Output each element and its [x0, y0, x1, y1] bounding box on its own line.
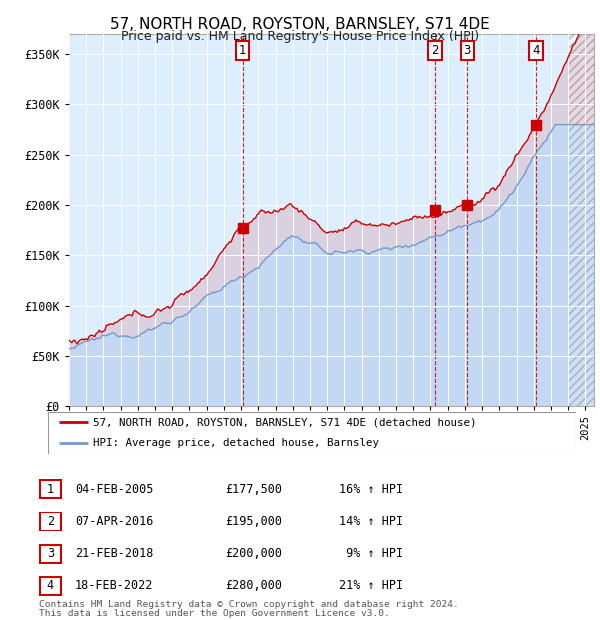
Text: 21% ↑ HPI: 21% ↑ HPI	[339, 580, 403, 592]
FancyBboxPatch shape	[40, 480, 61, 498]
Text: £280,000: £280,000	[225, 580, 282, 592]
Text: 16% ↑ HPI: 16% ↑ HPI	[339, 483, 403, 495]
Text: 3: 3	[47, 547, 54, 560]
Text: 9% ↑ HPI: 9% ↑ HPI	[339, 547, 403, 560]
Text: 3: 3	[463, 45, 471, 57]
Text: 07-APR-2016: 07-APR-2016	[75, 515, 154, 528]
FancyBboxPatch shape	[40, 512, 61, 531]
FancyBboxPatch shape	[40, 577, 61, 595]
Text: 1: 1	[47, 483, 54, 495]
FancyBboxPatch shape	[40, 544, 61, 563]
Text: 04-FEB-2005: 04-FEB-2005	[75, 483, 154, 495]
FancyBboxPatch shape	[48, 412, 576, 454]
Text: 18-FEB-2022: 18-FEB-2022	[75, 580, 154, 592]
Text: 2: 2	[431, 45, 439, 57]
Text: 2: 2	[47, 515, 54, 528]
Text: 57, NORTH ROAD, ROYSTON, BARNSLEY, S71 4DE (detached house): 57, NORTH ROAD, ROYSTON, BARNSLEY, S71 4…	[93, 417, 476, 427]
Text: HPI: Average price, detached house, Barnsley: HPI: Average price, detached house, Barn…	[93, 438, 379, 448]
Text: 57, NORTH ROAD, ROYSTON, BARNSLEY, S71 4DE: 57, NORTH ROAD, ROYSTON, BARNSLEY, S71 4…	[110, 17, 490, 32]
Text: Price paid vs. HM Land Registry's House Price Index (HPI): Price paid vs. HM Land Registry's House …	[121, 30, 479, 43]
Text: 14% ↑ HPI: 14% ↑ HPI	[339, 515, 403, 528]
Text: 1: 1	[239, 45, 246, 57]
Text: Contains HM Land Registry data © Crown copyright and database right 2024.: Contains HM Land Registry data © Crown c…	[39, 600, 459, 609]
Text: £177,500: £177,500	[225, 483, 282, 495]
Text: This data is licensed under the Open Government Licence v3.0.: This data is licensed under the Open Gov…	[39, 609, 390, 618]
Text: 4: 4	[532, 45, 539, 57]
Text: £200,000: £200,000	[225, 547, 282, 560]
Text: 4: 4	[47, 580, 54, 592]
Text: £195,000: £195,000	[225, 515, 282, 528]
Text: 21-FEB-2018: 21-FEB-2018	[75, 547, 154, 560]
